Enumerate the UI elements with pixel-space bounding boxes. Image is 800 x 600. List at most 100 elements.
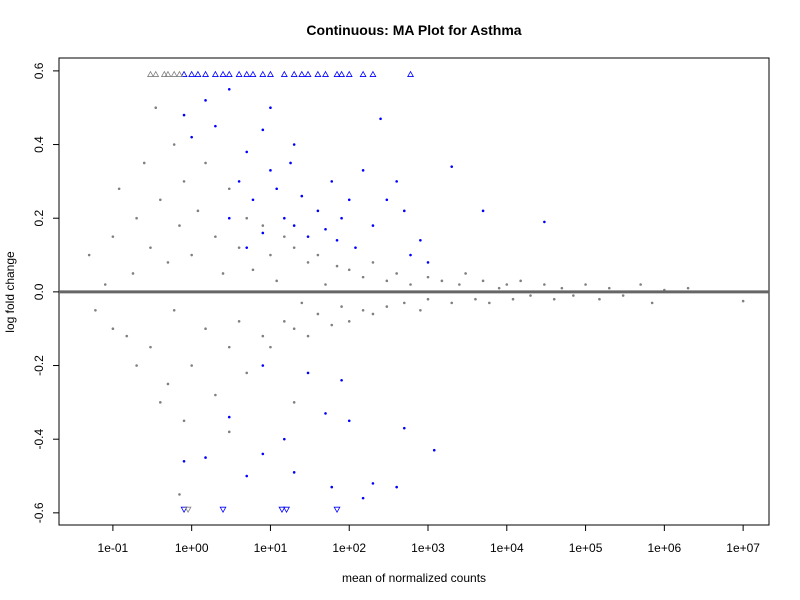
clipped-point [314, 70, 322, 77]
point [474, 297, 477, 301]
point [324, 412, 327, 415]
point [117, 187, 121, 191]
clipped-point [219, 70, 227, 77]
x-tick-label: 1e+01 [254, 541, 288, 555]
point [292, 143, 296, 146]
clipped-point [152, 70, 160, 77]
point [347, 268, 351, 272]
y-tick-label: 0.6 [32, 62, 46, 79]
point [409, 253, 412, 257]
clipped-point [235, 70, 243, 77]
clipped-point [170, 70, 178, 77]
point [261, 224, 265, 227]
clipped-point [359, 70, 367, 77]
point [204, 327, 207, 330]
clipped-point [278, 506, 286, 513]
point [371, 261, 375, 264]
point [316, 253, 320, 257]
point [330, 485, 334, 489]
point [511, 297, 515, 301]
point [300, 301, 304, 305]
point [269, 106, 272, 110]
clipped-point [266, 70, 274, 77]
point [178, 224, 181, 227]
clipped-point [180, 506, 188, 513]
point [292, 224, 296, 227]
point [111, 327, 115, 330]
point [142, 161, 146, 165]
point [227, 415, 231, 419]
point [190, 364, 193, 367]
point [227, 430, 231, 434]
point [598, 297, 601, 301]
clipped-point [298, 70, 306, 77]
point [497, 286, 501, 290]
y-tick-label: 0.2 [32, 210, 46, 227]
point [103, 283, 107, 286]
point [385, 198, 389, 202]
point [529, 294, 532, 297]
point [488, 301, 491, 305]
point [261, 334, 265, 338]
chart-title: Continuous: MA Plot for Asthma [306, 22, 521, 38]
point [324, 227, 327, 231]
clipped-point [259, 70, 267, 77]
point [450, 165, 454, 168]
clipped-point [333, 70, 341, 77]
point [686, 286, 690, 290]
clipped-point [225, 70, 233, 77]
point [154, 106, 158, 110]
point [172, 308, 176, 312]
point [335, 239, 339, 242]
point [300, 194, 304, 198]
point [237, 246, 241, 249]
point [354, 246, 357, 249]
point [340, 378, 343, 382]
point [190, 253, 193, 257]
point [409, 283, 412, 286]
clipped-point [280, 70, 288, 77]
clipped-point [249, 70, 257, 77]
point [385, 305, 389, 308]
point [379, 117, 382, 121]
point [584, 283, 587, 286]
point [214, 393, 217, 397]
point [340, 216, 343, 220]
point [639, 283, 642, 286]
point [283, 320, 286, 323]
clipped-point [175, 70, 183, 77]
point [330, 323, 334, 327]
point [481, 209, 485, 213]
point [251, 198, 255, 202]
point [149, 345, 152, 349]
x-tick-label: 1e+05 [569, 541, 603, 555]
point [135, 216, 138, 220]
clipped-point [345, 70, 353, 77]
point [340, 305, 343, 308]
point [306, 334, 310, 338]
y-tick-label: 0.0 [32, 283, 46, 300]
clipped-point [407, 70, 415, 77]
y-axis-label: log fold change [3, 251, 17, 333]
point [261, 364, 265, 367]
point [289, 161, 292, 165]
point [306, 235, 310, 238]
x-axis-label: mean of normalized counts [342, 571, 486, 585]
x-tick-label: 1e+00 [175, 541, 209, 555]
point [572, 294, 575, 297]
clipped-point [243, 70, 251, 77]
point [261, 128, 265, 132]
point [111, 235, 115, 238]
point [361, 496, 365, 500]
point [227, 88, 231, 91]
point [275, 187, 278, 191]
point [361, 275, 365, 279]
clipped-point [202, 70, 210, 77]
x-tick-label: 1e+03 [411, 541, 445, 555]
point [182, 113, 186, 117]
point [204, 161, 207, 165]
point [450, 301, 454, 305]
point [135, 364, 138, 367]
clipped-point [146, 70, 154, 77]
